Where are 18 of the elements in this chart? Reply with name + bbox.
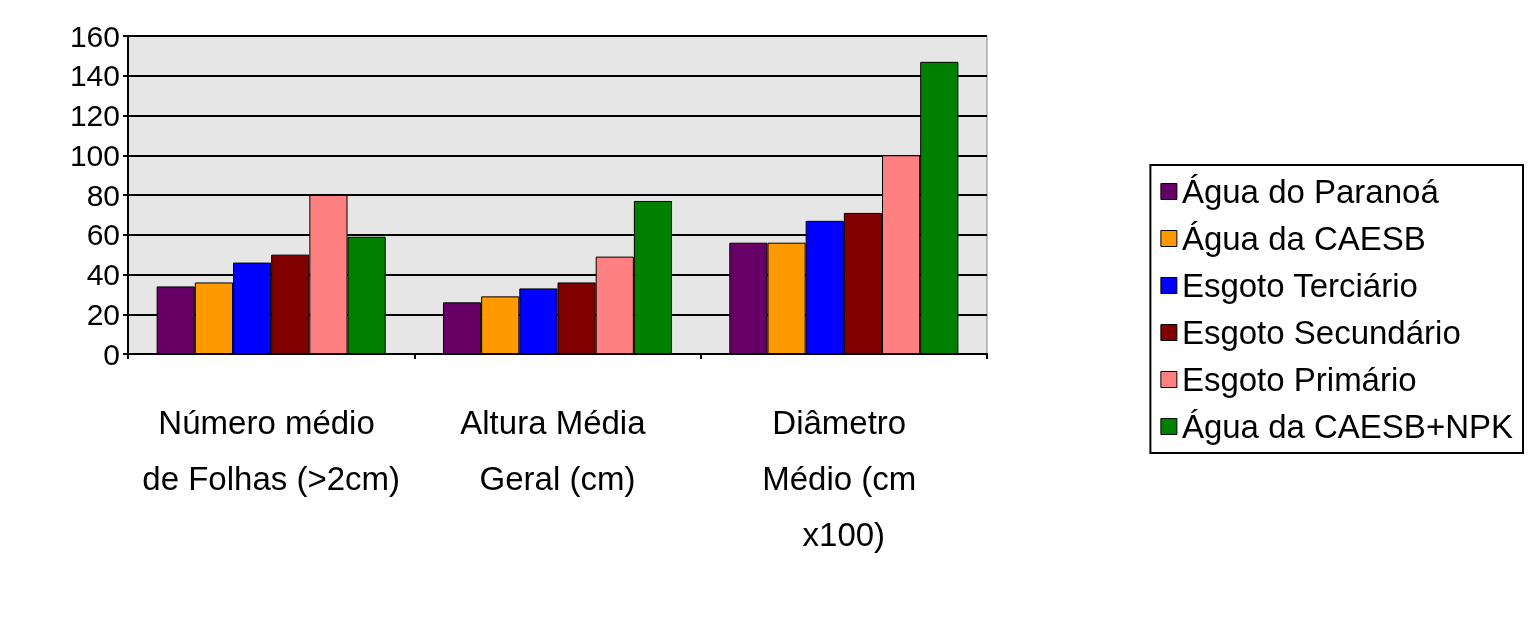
legend-label: Esgoto Secundário (1181, 314, 1461, 351)
y-tick-label: 60 (86, 218, 120, 252)
y-tick-label: 40 (86, 258, 120, 291)
legend-label: Esgoto Terciário (1181, 267, 1418, 304)
legend-label: Água da CAESB (1181, 220, 1426, 257)
y-tick-label: 120 (69, 99, 120, 132)
y-tick-label: 160 (69, 19, 120, 53)
y-tick-label: 100 (69, 138, 120, 172)
x-tick-label: Número médio de Folhas (>2cm) (142, 403, 401, 497)
y-tick-label: 140 (69, 59, 120, 93)
legend-label: Água do Paranoá (1181, 173, 1440, 210)
y-tick-label: 20 (86, 297, 120, 331)
x-tick-label: Diâmetro Médio (cm x100) (762, 403, 926, 553)
legend-label: Esgoto Primário (1181, 361, 1417, 398)
x-tick-label: Altura Média Geral (cm) (460, 403, 655, 497)
y-tick-label: 80 (86, 178, 120, 212)
legend-label: Água da CAESB+NPK (1181, 408, 1514, 445)
y-tick-label: 0 (103, 337, 120, 371)
